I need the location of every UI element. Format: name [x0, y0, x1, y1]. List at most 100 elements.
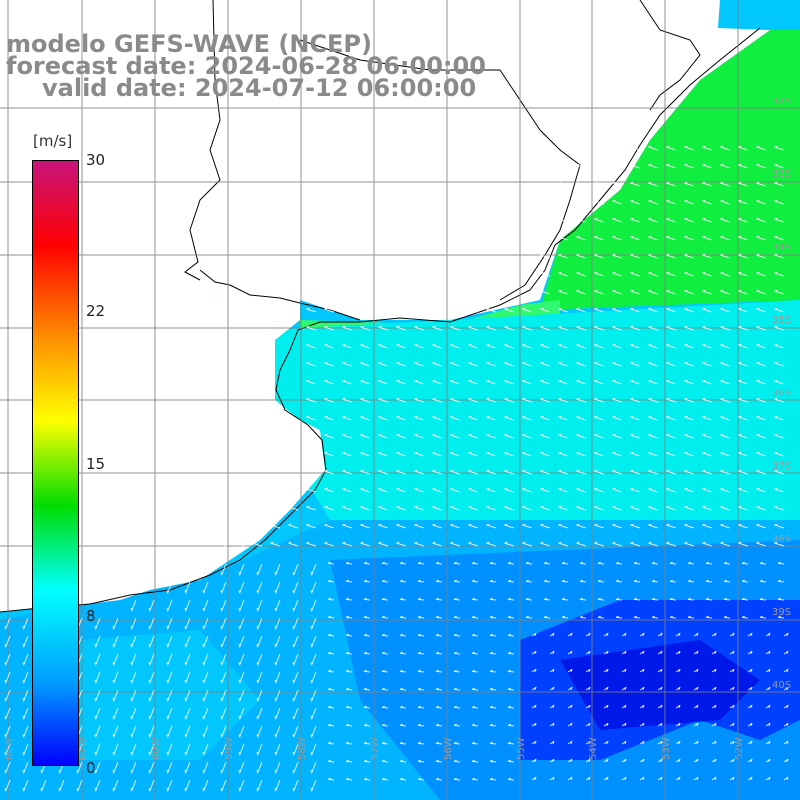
- wind-arrow: [561, 580, 569, 583]
- wind-arrow: [723, 616, 731, 619]
- wind-arrow-head: [702, 397, 706, 400]
- wind-arrow: [666, 506, 677, 511]
- wind-arrow: [777, 616, 785, 619]
- wind-arrow: [687, 562, 695, 565]
- wind-arrow-head: [714, 668, 717, 673]
- wind-arrow-head: [558, 217, 562, 220]
- wind-arrow: [453, 706, 461, 709]
- wind-arrow: [522, 452, 533, 457]
- wind-arrow-head: [684, 343, 688, 346]
- wind-arrow-head: [777, 579, 781, 582]
- wind-arrow: [666, 524, 677, 529]
- wind-arrow: [324, 488, 335, 493]
- wind-arrow: [666, 470, 677, 475]
- wind-arrow-head: [615, 615, 619, 618]
- wind-arrow: [435, 598, 443, 601]
- wind-arrow: [450, 542, 461, 547]
- wind-arrow: [576, 182, 587, 187]
- wind-arrow-head: [540, 361, 544, 364]
- wind-arrow: [594, 218, 605, 223]
- wind-arrow-head: [606, 722, 609, 727]
- wind-arrow-head: [714, 740, 717, 745]
- wind-arrow-head: [588, 668, 591, 673]
- wind-arrow-head: [594, 397, 598, 400]
- wind-arrow: [327, 616, 335, 619]
- wind-arrow-head: [738, 163, 742, 166]
- wind-arrow-head: [756, 289, 760, 292]
- wind-arrow: [471, 742, 479, 745]
- wind-arrow: [576, 470, 587, 475]
- wind-arrow-head: [450, 307, 454, 310]
- wind-arrow: [741, 616, 749, 619]
- wind-arrow: [381, 760, 389, 763]
- wind-arrow: [594, 542, 605, 547]
- wind-arrow-head: [720, 271, 724, 274]
- wind-arrow: [540, 254, 551, 259]
- wind-arrow: [221, 581, 227, 594]
- colorbar-tick: 0: [86, 759, 96, 777]
- wind-arrow: [95, 707, 101, 720]
- wind-arrow-head: [723, 597, 727, 600]
- wind-arrow: [306, 380, 317, 385]
- wind-arrow-head: [504, 379, 508, 382]
- wind-arrow-head: [468, 415, 472, 418]
- wind-arrow: [203, 581, 209, 594]
- wind-arrow: [417, 688, 425, 691]
- wind-arrow-head: [471, 759, 475, 762]
- wind-arrow-head: [648, 379, 652, 382]
- wind-arrow: [540, 470, 551, 475]
- wind-arrow: [293, 689, 299, 702]
- wind-arrow: [648, 452, 659, 457]
- wind-arrow-head: [435, 759, 439, 762]
- wind-arrow: [612, 488, 623, 493]
- wind-arrow: [561, 616, 569, 619]
- wind-arrow: [149, 689, 155, 702]
- wind-arrow-head: [702, 145, 706, 148]
- wind-arrow-head: [558, 361, 562, 364]
- wind-arrow: [489, 760, 497, 763]
- wind-arrow-head: [522, 451, 526, 454]
- wind-arrow: [666, 200, 677, 205]
- wind-arrow: [239, 725, 245, 738]
- wind-arrow: [738, 416, 749, 421]
- wind-arrow-head: [774, 145, 778, 148]
- wind-arrow-head: [720, 361, 724, 364]
- wind-arrow-head: [594, 469, 598, 472]
- wind-arrow-head: [738, 325, 742, 328]
- wind-arrow: [720, 362, 731, 367]
- wind-arrow: [486, 470, 497, 475]
- wind-arrow-head: [288, 505, 292, 508]
- wind-arrow-head: [702, 217, 706, 220]
- wind-arrow-head: [381, 651, 385, 654]
- wind-arrow-head: [705, 579, 709, 582]
- wind-arrow-head: [648, 523, 652, 526]
- wind-arrow: [486, 452, 497, 457]
- wind-arrow: [327, 724, 335, 727]
- wind-arrow: [342, 362, 353, 367]
- wind-arrow-head: [684, 523, 688, 526]
- wind-arrow-head: [630, 145, 634, 148]
- wind-arrow: [5, 707, 11, 720]
- wind-arrow: [468, 380, 479, 385]
- wind-arrow: [363, 634, 371, 637]
- wind-arrow: [185, 761, 191, 774]
- wind-arrow-head: [324, 325, 328, 328]
- wind-arrow: [597, 616, 605, 619]
- wind-arrow-head: [414, 433, 418, 436]
- wind-arrow: [203, 743, 209, 756]
- wind-arrow-head: [489, 597, 493, 600]
- wind-vectors: [4, 145, 789, 792]
- wind-arrow: [543, 616, 551, 619]
- wind-arrow-head: [630, 523, 634, 526]
- wind-arrow: [504, 506, 515, 511]
- wind-arrow-head: [468, 451, 472, 454]
- wind-arrow: [293, 725, 299, 738]
- wind-arrow: [399, 616, 407, 619]
- wind-arrow: [5, 689, 11, 702]
- wind-arrow: [453, 760, 461, 763]
- wind-arrow-head: [468, 505, 472, 508]
- wind-arrow-head: [453, 615, 457, 618]
- wind-arrow-head: [774, 235, 778, 238]
- wind-arrow-head: [558, 397, 562, 400]
- wind-arrow: [774, 434, 785, 439]
